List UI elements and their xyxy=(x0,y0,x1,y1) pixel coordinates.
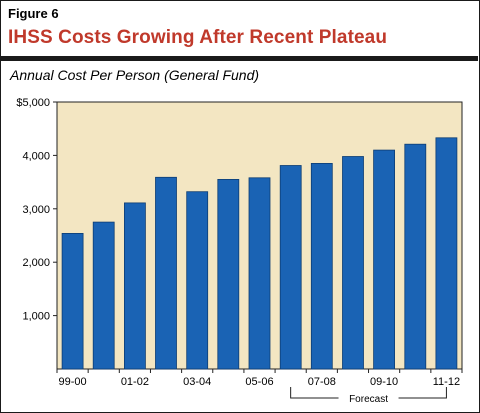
y-tick-label: 1,000 xyxy=(22,311,50,323)
bar-09-10 xyxy=(373,149,396,370)
forecast-label: Forecast xyxy=(349,394,388,405)
y-tick-label: 2,000 xyxy=(22,257,50,269)
bar-07-08 xyxy=(310,162,333,370)
bar-10-11 xyxy=(404,143,427,370)
x-tick-label-03-04: 03-04 xyxy=(183,376,211,388)
bar-00-01 xyxy=(92,221,115,370)
x-tick-label-07-08: 07-08 xyxy=(308,376,336,388)
x-tick-label-09-10: 09-10 xyxy=(370,376,398,388)
x-tick-label-01-02: 01-02 xyxy=(121,376,149,388)
y-tick-label: 4,000 xyxy=(22,150,50,162)
bar-04-05 xyxy=(217,178,240,370)
title-divider xyxy=(0,56,478,61)
y-tick-label: $5,000 xyxy=(16,97,50,109)
figure-label: Figure 6 xyxy=(8,6,59,21)
bar-02-03 xyxy=(155,176,177,370)
bar-06-07 xyxy=(279,165,302,370)
bar-08-09 xyxy=(342,156,364,370)
bar-01-02 xyxy=(124,202,146,370)
x-tick-label-05-06: 05-06 xyxy=(245,376,273,388)
chart-subtitle: Annual Cost Per Person (General Fund) xyxy=(10,67,260,83)
bar-99-00 xyxy=(61,232,84,370)
figure-title: IHSS Costs Growing After Recent Plateau xyxy=(8,27,388,48)
forecast-label-bg xyxy=(338,391,399,405)
bar-05-06 xyxy=(248,177,271,370)
x-tick-label-11-12: 11-12 xyxy=(433,376,460,388)
bar-03-04 xyxy=(186,191,209,370)
x-tick-label-99-00: 99-00 xyxy=(59,376,87,388)
bar-11-12 xyxy=(435,137,458,370)
y-tick-label: 3,000 xyxy=(22,204,50,216)
